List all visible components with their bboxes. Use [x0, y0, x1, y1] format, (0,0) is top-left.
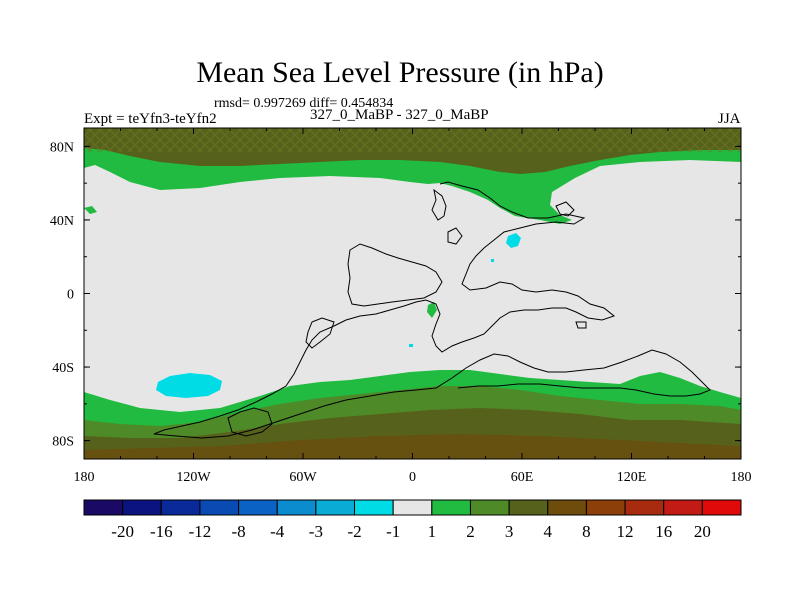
central-asia-low	[506, 233, 521, 248]
colorbar-swatch	[122, 499, 162, 516]
colorbar-label: -1	[386, 522, 400, 541]
colorbar-swatch	[83, 499, 124, 516]
season-label: JJA	[718, 111, 741, 127]
colorbar-label: 8	[582, 522, 591, 541]
experiment-name: Expt = teYfn3-teYfn2	[84, 111, 217, 127]
small-positive-2	[84, 206, 97, 214]
map-area	[84, 128, 741, 459]
x-tick-label: 180	[731, 470, 752, 485]
y-tick-label: 40S	[52, 361, 74, 376]
colorbar-swatch	[663, 499, 703, 516]
x-tick-label: 60W	[289, 470, 317, 485]
colorbar-swatch	[469, 499, 510, 516]
x-tick-label: 120W	[176, 470, 211, 485]
y-tick-label: 40N	[50, 214, 74, 229]
colorbar-swatch	[354, 499, 394, 516]
y-axis: 80N 40N 0 40S 80S	[50, 140, 741, 450]
colorbar-label: -12	[189, 522, 212, 541]
coastlines	[153, 181, 711, 439]
colorbar-label: -8	[232, 522, 246, 541]
x-tick-label: 60E	[511, 470, 534, 485]
colorbar-label: -2	[347, 522, 361, 541]
colorbar-swatch	[431, 499, 471, 516]
small-low-1	[409, 344, 413, 347]
x-tick-label: 120E	[617, 470, 647, 485]
small-positive-1	[427, 302, 437, 318]
colorbar-label: -3	[309, 522, 323, 541]
colorbar-label: 20	[694, 522, 711, 541]
colorbar-swatch	[315, 499, 356, 516]
y-tick-label: 0	[67, 288, 74, 303]
south-pacific-low	[156, 373, 222, 398]
x-axis: 180 120W 60W 0 60E 120E 180	[74, 128, 752, 485]
colorbar-label: 1	[428, 522, 437, 541]
colorbar-swatch	[624, 499, 665, 516]
x-tick-label: 0	[409, 470, 416, 485]
colorbar-swatch	[701, 499, 742, 516]
colorbar-swatch	[508, 499, 549, 516]
colorbar-swatch	[547, 499, 587, 516]
colorbar-label: 4	[544, 522, 553, 541]
small-low-2	[491, 259, 494, 262]
stats-line: rmsd= 0.997269 diff= 0.454834	[214, 96, 394, 111]
southern-band-deep	[84, 434, 741, 459]
colorbar-swatch	[276, 499, 317, 516]
y-tick-label: 80N	[50, 140, 74, 155]
colorbar-label: -16	[150, 522, 173, 541]
colorbar-label: 3	[505, 522, 514, 541]
colorbar-swatch	[160, 499, 201, 516]
colorbar-swatch	[585, 499, 626, 516]
y-tick-label: 80S	[52, 435, 74, 450]
colorbar-label: -20	[111, 522, 134, 541]
colorbar-label: 2	[466, 522, 475, 541]
experiment-label: 327_0_MaBP - 327_0_MaBP	[310, 107, 489, 123]
colorbar-swatch	[392, 499, 433, 516]
chart-title: Mean Sea Level Pressure (in hPa)	[196, 56, 604, 89]
colorbar-label: 12	[617, 522, 634, 541]
colorbar-swatch	[199, 499, 240, 516]
x-tick-label: 180	[74, 470, 95, 485]
colorbar: -20 -16 -12 -8 -4 -3 -2 -1 1 2 3 4 8 12 16 20	[83, 499, 742, 541]
colorbar-label: 16	[655, 522, 672, 541]
colorbar-swatch	[238, 499, 278, 516]
colorbar-label: -4	[270, 522, 285, 541]
